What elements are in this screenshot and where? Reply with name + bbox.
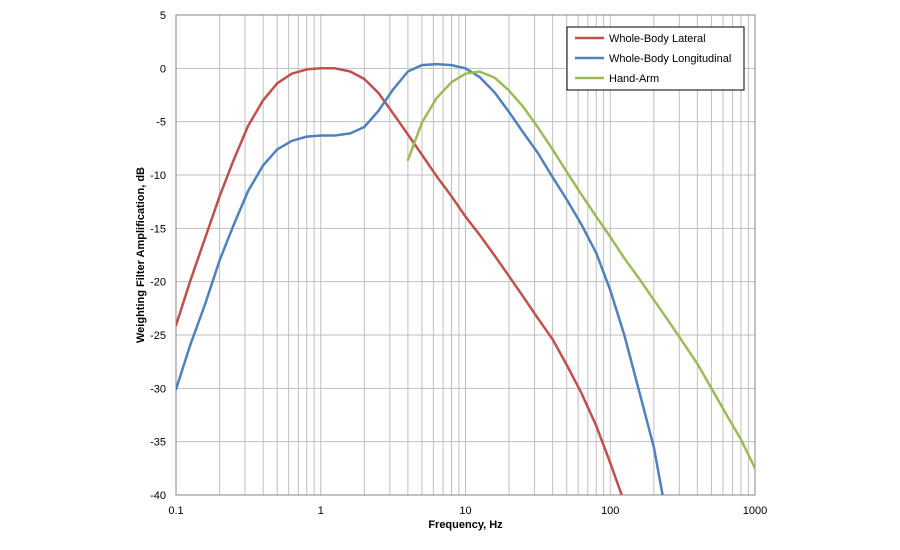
y-axis-title: Weighting Filter Amplification, dB [135,167,147,343]
series-line-3 [406,70,755,470]
y-tick-label: -20 [150,277,166,289]
x-tick-label: 1000 [743,505,767,517]
y-tick-label: -15 [150,223,166,235]
y-tick-label: -5 [156,117,166,129]
y-tick-label: -35 [150,437,166,449]
x-axis-tick-labels: 0.1 1 10 100 1000 [168,505,767,517]
y-tick-label: -40 [150,490,166,502]
x-tick-label: 10 [459,505,471,517]
legend-label-1: Whole-Body Lateral [609,33,706,45]
legend-label-3: Hand-Arm [609,73,659,85]
y-tick-label: 0 [160,63,166,75]
x-tick-label: 1 [318,505,324,517]
y-tick-label: -25 [150,330,166,342]
x-axis-title: Frequency, Hz [428,519,503,531]
legend-label-2: Whole-Body Longitudinal [609,53,731,65]
y-tick-label: 5 [160,10,166,22]
plot-area-border [175,14,756,496]
legend-items: Whole-Body Lateral Whole-Body Longitudina… [575,33,731,85]
legend: Whole-Body Lateral Whole-Body Longitudina… [566,26,745,91]
series-layer [176,62,755,495]
series-line-1 [176,67,623,495]
series-line-2 [176,62,664,495]
x-tick-label: 0.1 [168,505,183,517]
y-axis-tick-labels: 5 0 -5 -10 -15 -20 -25 -30 -35 -40 [150,10,166,502]
x-tick-label: 100 [601,505,619,517]
y-tick-label: -30 [150,383,166,395]
y-tick-label: -10 [150,170,166,182]
